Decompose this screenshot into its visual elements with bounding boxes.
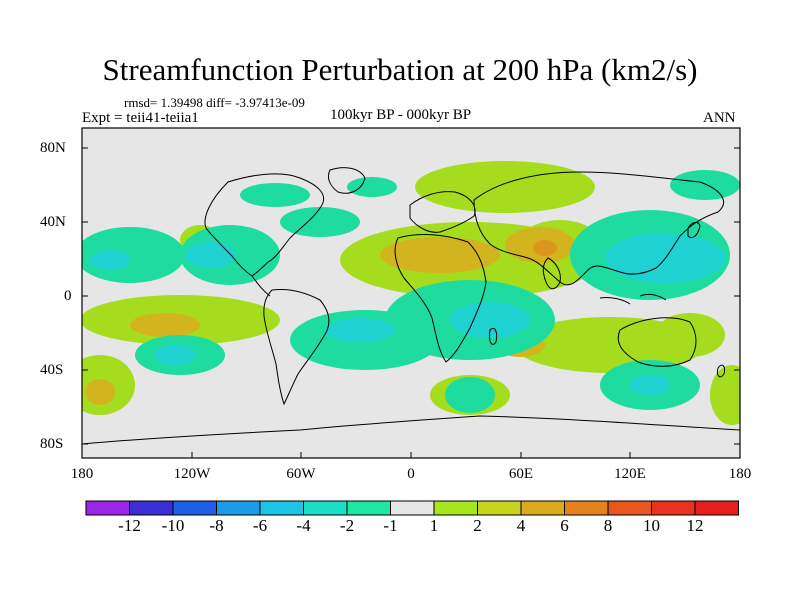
coastlines <box>82 167 740 445</box>
colorbar-label: -6 <box>252 516 268 535</box>
colorbar-box <box>390 500 435 516</box>
colorbar-label: -12 <box>118 516 141 535</box>
lon-tick-120e: 120E <box>614 466 646 482</box>
colorbar-label: 1 <box>429 516 439 535</box>
colorbar-box <box>85 500 130 516</box>
positive-strong-regions <box>533 240 557 256</box>
lon-tick-0: 0 <box>407 466 415 482</box>
lat-tick-40n: 40N <box>40 214 66 230</box>
colorbar-box <box>216 500 261 516</box>
colorbar-label: -1 <box>383 516 398 535</box>
colorbar-label: -2 <box>339 516 355 535</box>
colorbar-box <box>651 500 696 516</box>
colorbar-label: 12 <box>686 516 704 535</box>
map-title: Streamfunction Perturbation at 200 hPa (… <box>102 52 698 87</box>
colorbar-box <box>607 500 652 516</box>
colorbar-label: 8 <box>603 516 613 535</box>
period-label: 100kyr BP - 000kyr BP <box>330 107 472 123</box>
lon-tick-180w: 180 <box>70 466 94 482</box>
lon-tick-60e: 60E <box>508 466 534 482</box>
lat-tick-80s: 80S <box>40 436 64 452</box>
colorbar-box <box>172 500 217 516</box>
colorbar-label: 10 <box>643 516 660 535</box>
lon-tick-120w: 120W <box>173 466 211 482</box>
lon-tick-marks <box>81 452 741 458</box>
colorbar-box <box>694 500 739 516</box>
lon-tick-60w: 60W <box>286 466 316 482</box>
colorbar <box>85 500 739 516</box>
colorbar-label: -10 <box>161 516 185 535</box>
lat-tick-0: 0 <box>64 288 72 304</box>
lat-tick-marks <box>82 147 740 445</box>
colorbar-label: -8 <box>209 516 224 535</box>
season-label: ANN <box>703 110 736 126</box>
lat-tick-40s: 40S <box>40 362 64 378</box>
colorbar-box <box>129 500 174 516</box>
colorbar-box <box>477 500 522 516</box>
colorbar-box <box>564 500 609 516</box>
experiment-label: Expt = teii41-teiia1 <box>82 110 199 126</box>
colorbar-box <box>259 500 304 516</box>
stats-text: rmsd= 1.39498 diff= -3.97413e-09 <box>124 95 305 110</box>
colorbar-label: -4 <box>296 516 311 535</box>
colorbar-box <box>433 500 478 516</box>
colorbar-label: 6 <box>560 516 569 535</box>
colorbar-box <box>520 500 565 516</box>
colorbar-label: 4 <box>516 516 526 535</box>
colorbar-box <box>346 500 391 516</box>
lat-tick-80n: 80N <box>40 140 66 156</box>
colorbar-box <box>303 500 348 516</box>
lon-tick-180e: 180 <box>728 466 752 482</box>
colorbar-label: 2 <box>473 516 482 535</box>
